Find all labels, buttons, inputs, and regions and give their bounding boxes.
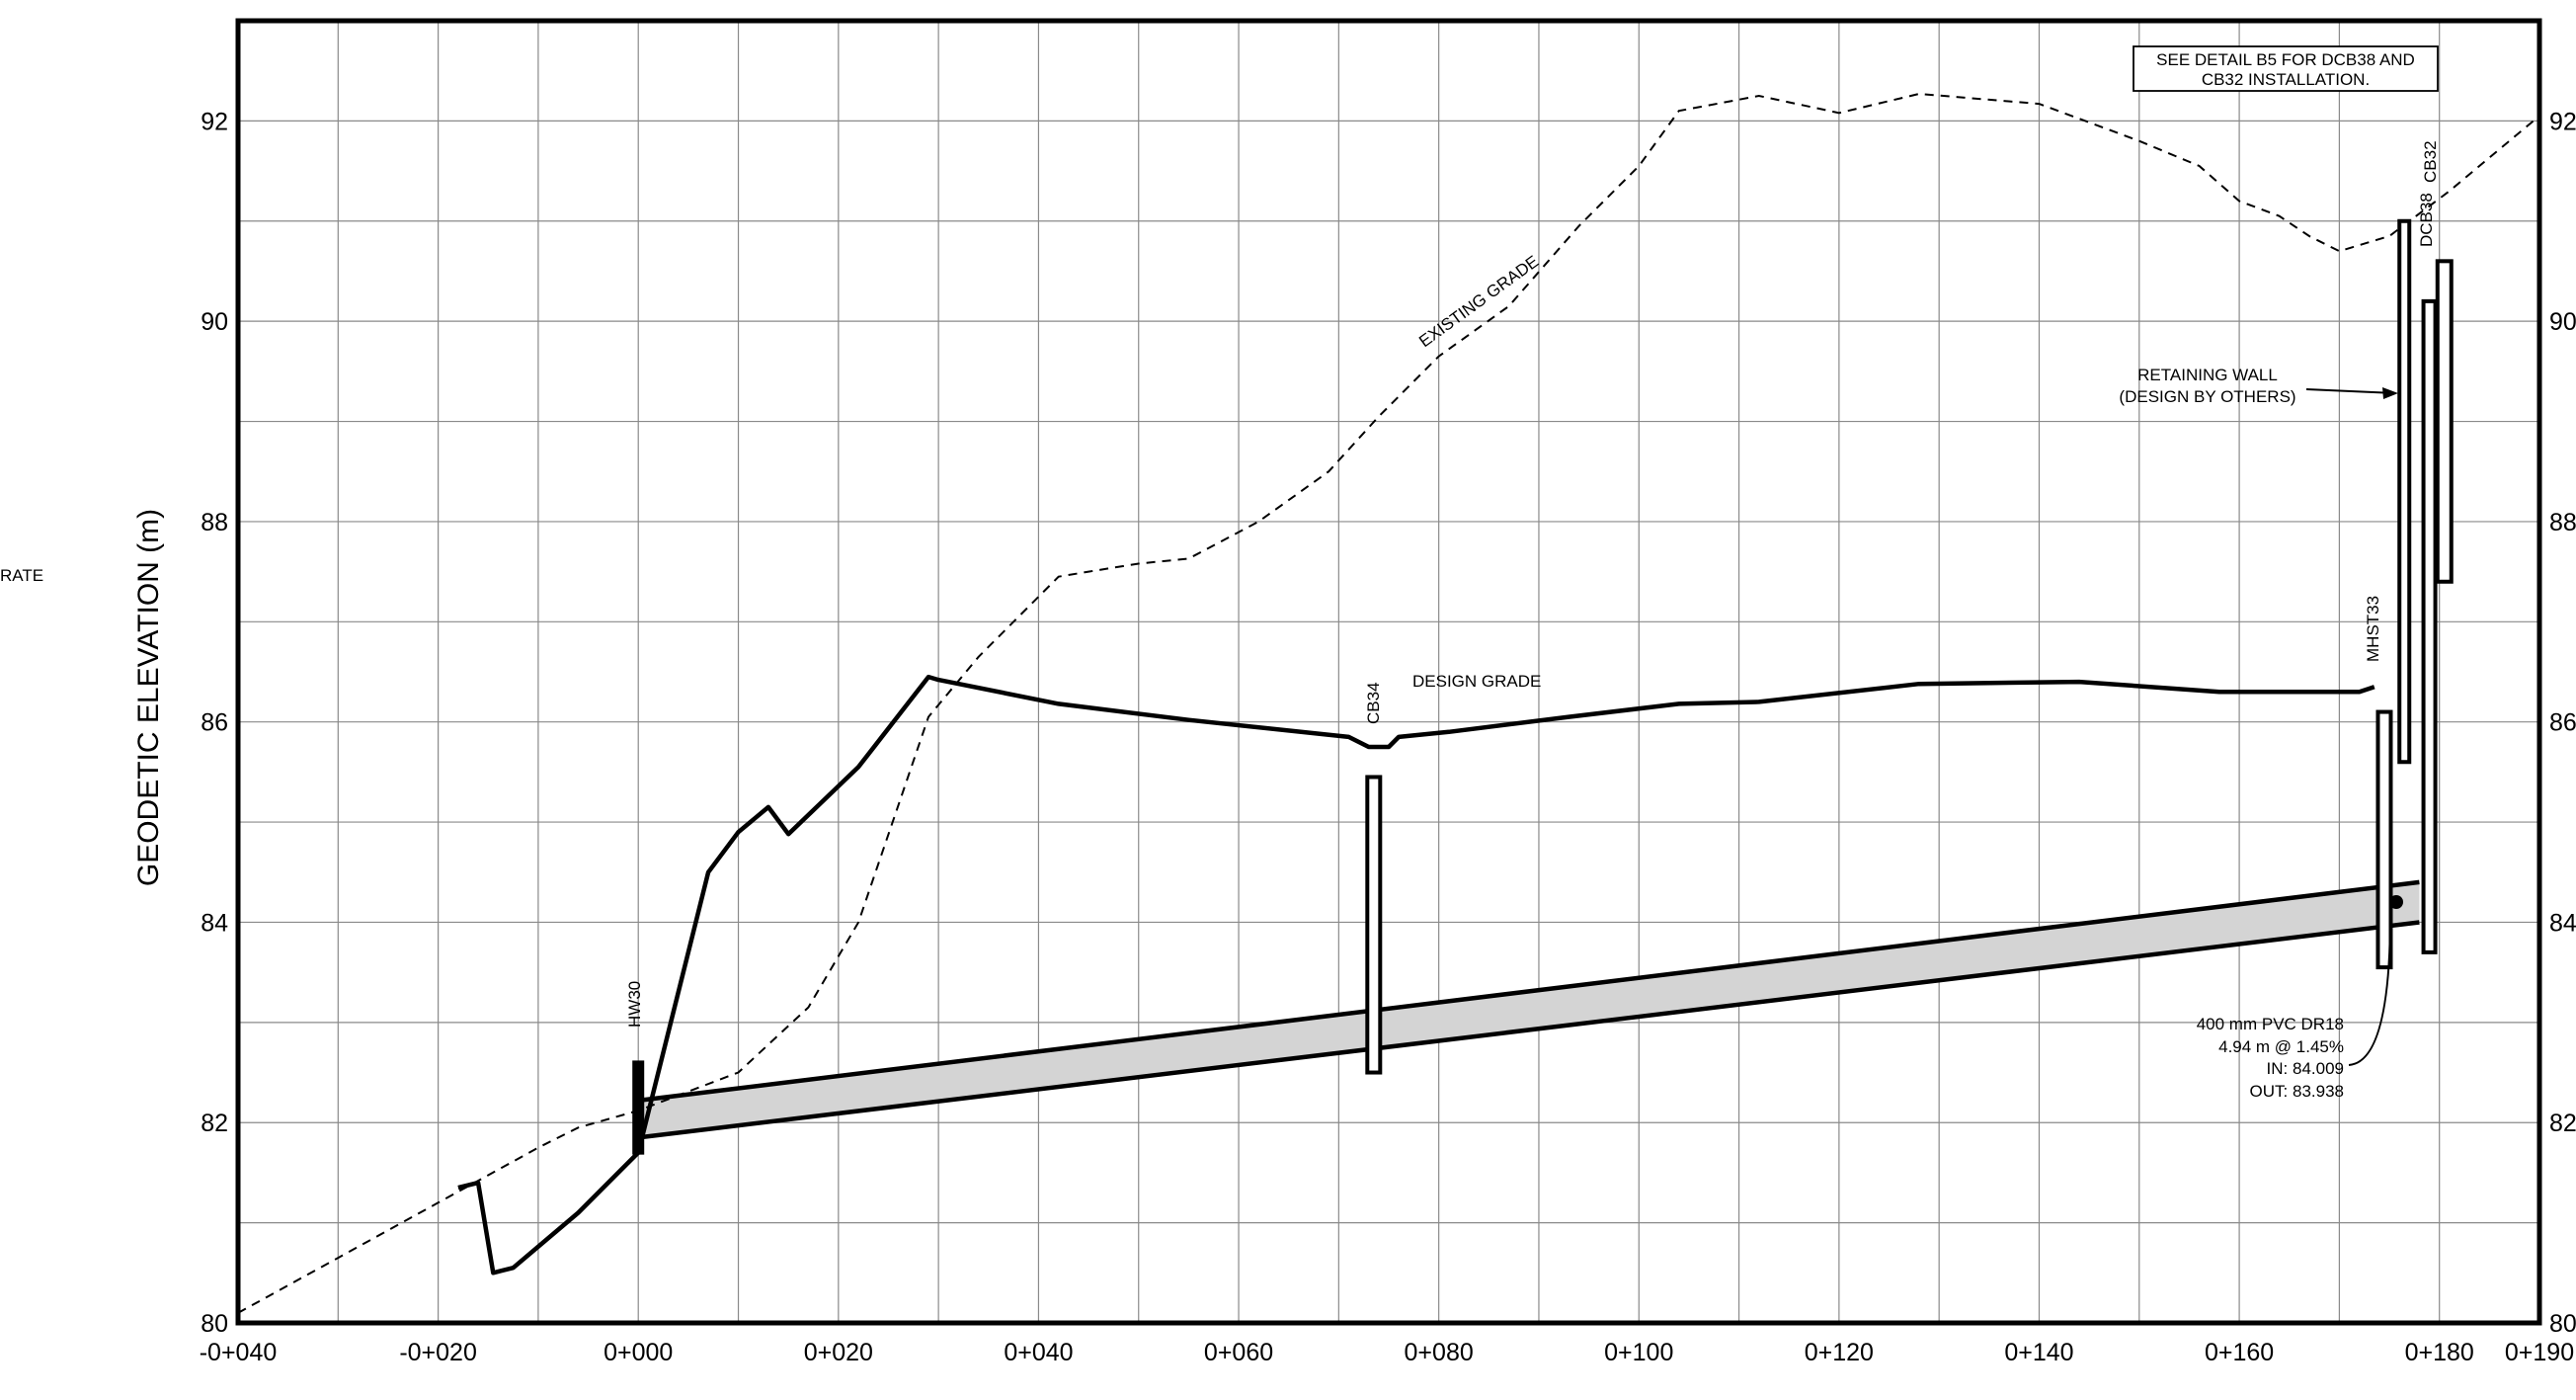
pipe-note-line3: IN: 84.009 [2267, 1059, 2344, 1078]
chainage-tick: 0+180 [2405, 1339, 2474, 1366]
chainage-tick: 0+020 [804, 1339, 873, 1366]
chainage-tick: 0+140 [2004, 1339, 2073, 1366]
elevation-tick-right: 88 [2549, 509, 2576, 536]
cb34-structure [1365, 775, 1383, 1075]
chainage-tick: -0+020 [399, 1339, 477, 1366]
left-margin-fragment: RATE [0, 566, 43, 585]
chainage-tick-labels: -0+040 -0+020 0+000 0+020 0+040 0+060 0+080 0+1… [200, 1339, 2574, 1366]
chainage-tick: 0+040 [1004, 1339, 1073, 1366]
hw30-label: HW30 [625, 981, 644, 1028]
profile-grid [238, 21, 2539, 1323]
elevation-tick-left: 90 [201, 308, 228, 336]
elevation-tick-left: 84 [201, 909, 228, 937]
pipe-note-line1: 400 mm PVC DR18 [2197, 1015, 2344, 1033]
mhst33-structure [2375, 709, 2393, 970]
pipe-note-line4: OUT: 83.938 [2250, 1082, 2344, 1101]
chainage-tick: 0+080 [1405, 1339, 1474, 1366]
y-axis-title: GEODETIC ELEVATION (m) [132, 509, 165, 886]
retaining-wall-leader [2305, 388, 2395, 394]
grade-lines [237, 92, 2540, 1314]
elevation-tick-left: 92 [201, 108, 228, 135]
detail-note-line1: SEE DETAIL B5 FOR DCB38 AND [2156, 50, 2415, 69]
existing-grade-label: EXISTING GRADE [1415, 252, 1542, 351]
retaining-wall-line1: RETAINING WALL [2137, 366, 2278, 384]
elevation-tick-labels: 80 80 82 82 84 84 86 86 88 88 90 90 92 92 [201, 108, 2576, 1338]
cb32-label: CB32 [2421, 140, 2440, 183]
chainage-tick: 0+000 [604, 1339, 673, 1366]
elevation-tick-right: 90 [2549, 308, 2576, 336]
elevation-tick-left: 80 [201, 1310, 228, 1338]
hw30-structure [632, 1060, 645, 1155]
elevation-tick-right: 86 [2549, 709, 2576, 737]
400-mm-pvc-dr18-invert-line [637, 920, 2420, 1140]
pipe-note-leader [2348, 913, 2391, 1066]
elevation-tick-left: 82 [201, 1110, 228, 1137]
elevation-tick-left: 86 [201, 709, 228, 737]
detail-note-line2: CB32 INSTALLATION. [2202, 70, 2370, 89]
detail-note: SEE DETAIL B5 FOR DCB38 AND CB32 INSTALL… [2133, 45, 2439, 92]
structures [632, 218, 2454, 1155]
elevation-tick-right: 84 [2549, 909, 2576, 937]
400-mm-pvc-dr18-crown-line [637, 879, 2420, 1104]
elevation-tick-left: 88 [201, 509, 228, 536]
chainage-tick: 0+060 [1204, 1339, 1273, 1366]
pipe-note-marker [2389, 895, 2403, 909]
retaining-wall-structure [2397, 218, 2412, 765]
design-grade-line [457, 674, 2375, 1276]
chainage-tick: 0+120 [1805, 1339, 1874, 1366]
cb34-label: CB34 [1364, 682, 1383, 724]
existing-grade-line [237, 92, 2540, 1314]
pipe-note-line2: 4.94 m @ 1.45% [2218, 1037, 2344, 1056]
elevation-tick-right: 80 [2549, 1310, 2576, 1338]
mhst33-label: MHST33 [2364, 596, 2382, 662]
retaining-wall-arrowhead [2382, 387, 2398, 399]
dcb38-structure [2421, 298, 2438, 954]
chainage-tick: 0+190 [2505, 1339, 2574, 1366]
chainage-tick: 0+160 [2205, 1339, 2274, 1366]
cb32-structure [2435, 259, 2454, 584]
detail-note-box [2133, 45, 2439, 92]
dcb38-label: DCB38 [2417, 193, 2436, 247]
pipe-note: 400 mm PVC DR18 4.94 m @ 1.45% IN: 84.00… [2197, 895, 2403, 1101]
elevation-tick-right: 82 [2549, 1110, 2576, 1137]
elevation-tick-right: 92 [2549, 108, 2576, 135]
chainage-tick: -0+040 [200, 1339, 278, 1366]
retaining-wall-note: RETAINING WALL (DESIGN BY OTHERS) [2119, 366, 2398, 406]
pipe-400mm-pvc [638, 881, 2420, 1138]
chainage-tick: 0+100 [1604, 1339, 1673, 1366]
retaining-wall-line2: (DESIGN BY OTHERS) [2119, 387, 2295, 406]
design-grade-label: DESIGN GRADE [1412, 672, 1541, 691]
drawing-frame [235, 18, 2542, 1326]
pipe-fill [638, 881, 2420, 1138]
